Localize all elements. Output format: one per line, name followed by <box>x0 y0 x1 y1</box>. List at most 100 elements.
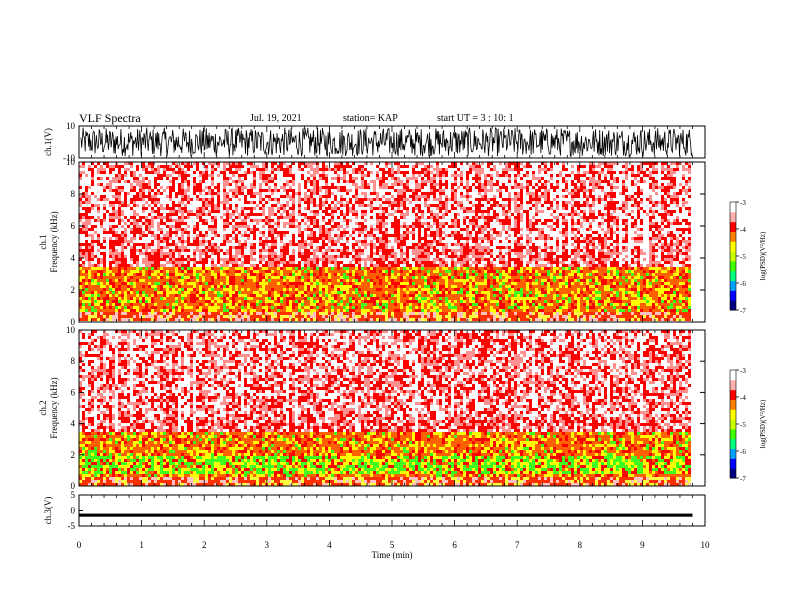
ch1-spectro-cell <box>604 261 607 264</box>
ch1-spectro-cell <box>256 165 259 168</box>
ch1-spectro-cell <box>640 249 643 252</box>
ch1-spectro-cell <box>316 165 319 168</box>
ch1-spectro-cell <box>661 216 664 219</box>
ch1-spectro-cell <box>373 228 376 231</box>
ch1-spectro-cell <box>535 177 538 180</box>
ch1-spectro-cell <box>508 258 511 261</box>
ch1-spectro-cell <box>193 186 196 189</box>
ch1-spectro-cell <box>214 267 217 270</box>
ch1-spectro-cell <box>85 243 88 246</box>
ch1-spectro-cell <box>181 201 184 204</box>
ch1-spectro-cell <box>298 225 301 228</box>
ch1-spectro-cell <box>310 198 313 201</box>
ch1-spectro-cell <box>601 198 604 201</box>
ch1-spectro-cell <box>271 258 274 261</box>
ch1-spectro-cell <box>172 213 175 216</box>
ch1-spectro-cell <box>292 252 295 255</box>
ch1-spectro-cell <box>469 207 472 210</box>
ch1-spectro-cell <box>463 261 466 264</box>
ch1-spectro-cell <box>577 237 580 240</box>
ch1-spectro-cell <box>160 204 163 207</box>
ch1-spectro-cell <box>604 270 607 273</box>
ch1-spectro-cell <box>415 177 418 180</box>
ch1-spectro-cell <box>157 225 160 228</box>
ch1-spectro-cell <box>265 174 268 177</box>
ch1-spectro-cell <box>343 219 346 222</box>
ch1-spectro-cell <box>625 168 628 171</box>
ch1-spectro-cell <box>661 234 664 237</box>
ch1-spectro-cell <box>544 240 547 243</box>
ch1-spectro-cell <box>145 216 148 219</box>
ch1-spectro-cell <box>349 252 352 255</box>
ch1-spectro-cell <box>571 204 574 207</box>
ch1-spectro-cell <box>385 258 388 261</box>
ch1-spectro-cell <box>184 171 187 174</box>
ch1-spectro-cell <box>526 186 529 189</box>
ch1-spectro-cell <box>274 168 277 171</box>
ch1-spectro-cell <box>526 270 529 273</box>
ch1-spectro-cell <box>688 231 691 234</box>
ch1-spectro-cell <box>655 264 658 267</box>
ch1-spectro-cell <box>571 237 574 240</box>
ch1-spectro-cell <box>145 276 148 279</box>
ch1-spectro-cell <box>250 210 253 213</box>
ch1-spectro-cell <box>583 219 586 222</box>
ch1-spectro-cell <box>442 270 445 273</box>
ch1-spectro-cell <box>649 165 652 168</box>
ch1-spectro-cell <box>283 168 286 171</box>
ch1-spectro-cell <box>502 210 505 213</box>
ch1-spectro-cell <box>202 171 205 174</box>
ch1-spectro-cell <box>265 240 268 243</box>
ch1-spectro-cell <box>421 243 424 246</box>
ch1-spectro-cell <box>295 273 298 276</box>
ch1-spectro-cell <box>622 228 625 231</box>
ch1-spectro-cell <box>133 225 136 228</box>
ch1-spectro-cell <box>610 237 613 240</box>
ch1-spectro-cell <box>451 165 454 168</box>
ch1-spectro-cell <box>514 261 517 264</box>
ch1-spectro-cell <box>562 264 565 267</box>
ch1-spectro-cell <box>103 207 106 210</box>
ch1-spectro-cell <box>439 207 442 210</box>
ch1-spectro-cell <box>535 222 538 225</box>
ch1-spectro-cell <box>514 243 517 246</box>
ch1-spectro-cell <box>334 162 337 165</box>
ch1-spectro-cell <box>85 174 88 177</box>
ch1-spectro-cell <box>142 162 145 165</box>
ch1-spectro-cell <box>136 258 139 261</box>
ch1-spectro-cell <box>124 264 127 267</box>
ch1-spectro-cell <box>157 264 160 267</box>
ch1-spectro-cell <box>151 231 154 234</box>
ch1-spectro-cell <box>103 237 106 240</box>
ch1-spectro-cell <box>616 228 619 231</box>
ch1-spectro-cell <box>544 243 547 246</box>
ch1-spectro-cell <box>160 276 163 279</box>
ch1-spectro-cell <box>247 255 250 258</box>
ch1-spectro-cell <box>562 204 565 207</box>
ch1-spectro-cell <box>370 270 373 273</box>
ch1-spectro-cell <box>382 270 385 273</box>
ch1-spectro-cell <box>535 189 538 192</box>
ch1-spectro-cell <box>415 213 418 216</box>
ch1-spectro-cell <box>313 162 316 165</box>
ch1-spectro-cell <box>112 204 115 207</box>
ch1-spectro-cell <box>529 252 532 255</box>
ch1-spectro-cell <box>130 228 133 231</box>
ch1-spectro-cell <box>373 180 376 183</box>
ch1-spectro-cell <box>562 177 565 180</box>
ch1-spectro-cell <box>307 207 310 210</box>
ch1-spectro-cell <box>637 201 640 204</box>
ch1-spectro-cell <box>202 270 205 273</box>
ch1-spectro-cell <box>124 234 127 237</box>
ch1-spectro-cell <box>433 258 436 261</box>
ch1-spectro-cell <box>637 246 640 249</box>
ch1-spectro-cell <box>640 219 643 222</box>
ch1-spectro-cell <box>103 261 106 264</box>
ch1-spectro-cell <box>415 219 418 222</box>
ch1-spectro-cell <box>589 171 592 174</box>
ch1-spectro-cell <box>604 237 607 240</box>
ch1-spectro-cell <box>679 162 682 165</box>
ch1-spectro-cell <box>562 270 565 273</box>
ch1-spectro-cell <box>565 243 568 246</box>
ch1-spectro-cell <box>136 228 139 231</box>
